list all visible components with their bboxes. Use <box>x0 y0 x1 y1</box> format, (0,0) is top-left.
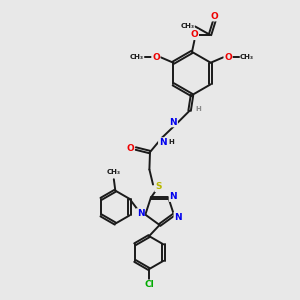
Text: N: N <box>169 118 177 127</box>
Text: O: O <box>190 30 198 39</box>
Text: N: N <box>137 209 144 218</box>
Text: H: H <box>168 140 174 146</box>
Text: Cl: Cl <box>144 280 154 289</box>
Text: H: H <box>195 106 201 112</box>
Text: O: O <box>211 12 218 21</box>
Text: S: S <box>155 182 162 191</box>
Text: N: N <box>169 192 177 201</box>
Text: O: O <box>126 144 134 153</box>
Text: N: N <box>174 212 182 221</box>
Text: CH₃: CH₃ <box>240 54 254 60</box>
Text: CH₃: CH₃ <box>130 54 144 60</box>
Text: O: O <box>152 53 160 62</box>
Text: CH₃: CH₃ <box>180 23 194 29</box>
Text: O: O <box>224 53 232 62</box>
Text: CH₃: CH₃ <box>107 169 121 175</box>
Text: N: N <box>159 138 167 147</box>
